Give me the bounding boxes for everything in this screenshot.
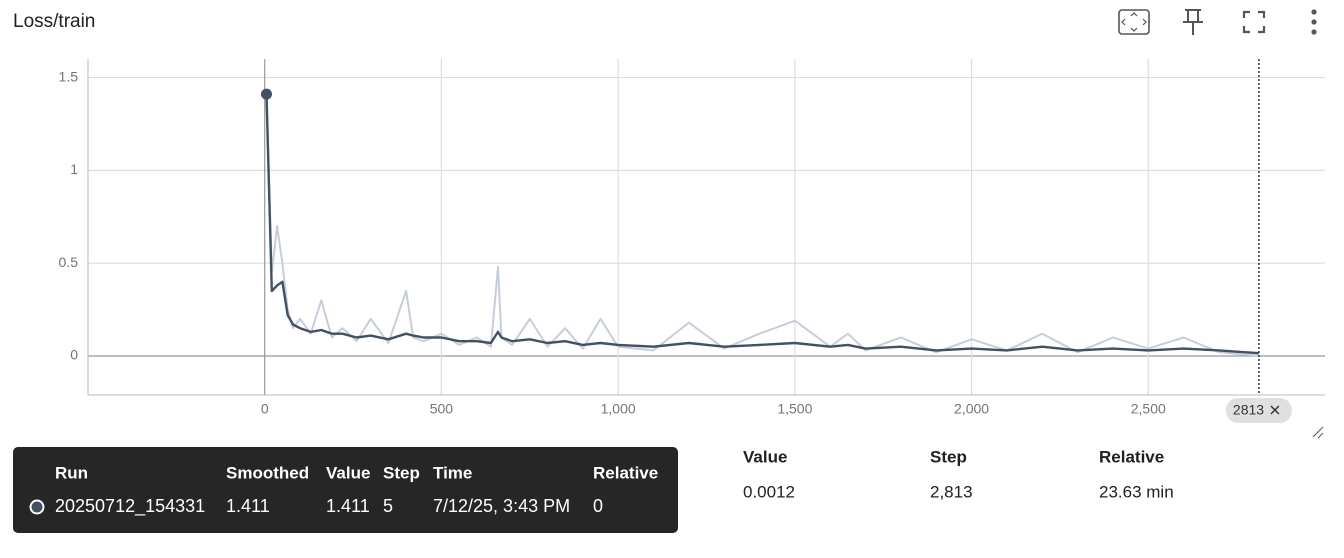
tooltip-header: Smoothed <box>226 463 309 482</box>
table-cell: 0.0012 <box>743 482 795 501</box>
tooltip-header: Run <box>55 463 88 482</box>
y-tick-label: 0 <box>70 347 78 363</box>
x-tick-label: 0 <box>261 401 269 417</box>
table-cell: 2,813 <box>930 482 973 501</box>
cursor-remove[interactable] <box>1270 405 1280 415</box>
table-header: Step <box>930 447 967 466</box>
tooltip: Run Smoothed Value Step Time Relative 20250712… <box>13 447 678 533</box>
x-tick-label: 1,500 <box>777 401 812 417</box>
y-tick-label: 1.5 <box>59 68 79 84</box>
raw-line <box>265 94 1259 357</box>
pin-button[interactable] <box>1183 9 1203 35</box>
tooltip-cell: 1.411 <box>226 496 270 516</box>
x-tick-label: 1,000 <box>601 401 636 417</box>
x-tick-label: 2,000 <box>954 401 989 417</box>
resize-handle[interactable] <box>1312 426 1324 439</box>
x-tick-label: 2,500 <box>1131 401 1166 417</box>
tooltip-cell: 7/12/25, 3:43 PM <box>433 496 570 516</box>
x-tick-label: 500 <box>430 401 454 417</box>
more-menu-button[interactable] <box>1311 9 1317 35</box>
cursor-label: 2813 <box>1233 402 1264 418</box>
table-header: Value <box>743 447 787 466</box>
run-color-dot <box>29 499 45 515</box>
y-tick-label: 1 <box>70 161 78 177</box>
tooltip-header: Relative <box>593 463 658 482</box>
fit-domain-button[interactable] <box>1118 9 1150 35</box>
tooltip-cell: 1.411 <box>326 496 370 516</box>
card-title: Loss/train <box>13 11 95 32</box>
plot-area: 0 0.5 1 1.5 0 500 1,000 1,500 2,000 2,500 2813 <box>59 59 1325 423</box>
tooltip-header: Time <box>433 463 472 482</box>
tooltip-cell: 0 <box>593 496 603 516</box>
y-tick-label: 0.5 <box>59 254 79 270</box>
tooltip-box <box>13 447 678 533</box>
smoothed-line <box>265 94 1259 355</box>
cursor-chip <box>1225 398 1292 423</box>
table-cell: 23.63 min <box>1099 482 1174 501</box>
tooltip-header: Step <box>383 463 420 482</box>
hover-point <box>260 88 272 100</box>
tooltip-cell: 5 <box>383 496 393 516</box>
fullscreen-button[interactable] <box>1242 10 1266 34</box>
table-header: Relative <box>1099 447 1164 466</box>
tooltip-header: Value <box>326 463 370 482</box>
tooltip-cell: 20250712_154331 <box>55 496 205 517</box>
